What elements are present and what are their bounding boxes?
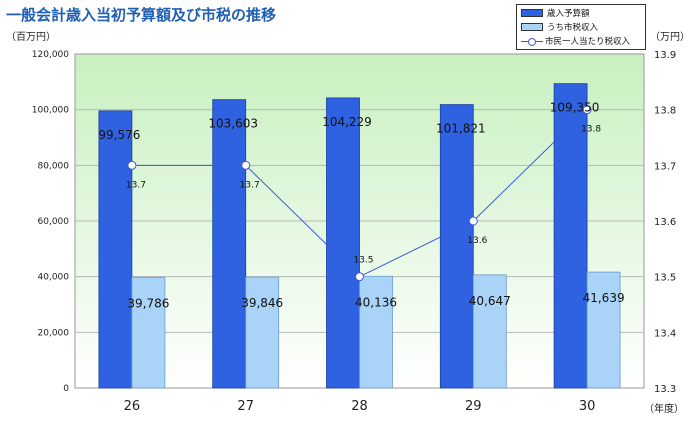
y-left-tick-label: 120,000 (32, 50, 69, 60)
per-capita-point (127, 160, 137, 170)
bar-tax (472, 274, 507, 389)
legend-swatch-tax (521, 23, 543, 31)
data-label-budget: 109,350 (550, 101, 600, 115)
y-right-tick-label: 13.9 (654, 50, 676, 61)
y-right-tick-label: 13.5 (654, 273, 676, 284)
y-right-tick-label: 13.7 (654, 161, 676, 172)
legend-label-tax: うち市税収入 (547, 23, 599, 33)
legend-label-per-capita: 市民一人当たり税収入 (545, 37, 631, 47)
data-label-tax: 41,639 (583, 291, 625, 305)
legend-item-budget: 歳入予算額 (521, 7, 590, 19)
data-label-tax: 39,786 (127, 296, 169, 310)
data-label-per-capita: 13.7 (126, 180, 146, 190)
legend-swatch-budget (521, 9, 543, 17)
legend-label-budget: 歳入予算額 (547, 9, 590, 19)
x-tick-label: 30 (579, 399, 596, 414)
y-right-tick-label: 13.8 (654, 106, 676, 117)
legend-swatch-per-capita (521, 37, 543, 46)
per-capita-point (241, 160, 251, 170)
y-left-tick-label: 80,000 (38, 161, 70, 171)
bar-tax (359, 275, 393, 389)
y-right-tick-label: 13.3 (654, 384, 676, 395)
data-label-per-capita: 13.8 (581, 125, 601, 135)
bar-budget (326, 97, 360, 389)
bar-budget (212, 99, 247, 389)
axes: 0 20,000 40,000 60,000 80,000 100,000 120,000 1… (32, 50, 676, 414)
per-capita-line (127, 105, 592, 282)
x-tick-label: 27 (237, 399, 254, 414)
bar-tax (131, 276, 166, 389)
data-label-budget: 99,576 (98, 128, 140, 142)
data-label-tax: 39,846 (241, 296, 283, 310)
bar-budget (98, 110, 133, 389)
chart-title: 一般会計歳入当初予算額及び市税の推移 (6, 6, 277, 24)
per-capita-point (582, 105, 592, 115)
bar-tax (245, 276, 280, 389)
y-left-tick-label: 0 (63, 384, 69, 394)
right-axis-unit: （万円） (650, 32, 690, 43)
y-left-tick-label: 20,000 (38, 328, 70, 338)
data-label-tax: 40,647 (469, 294, 511, 308)
y-left-tick-label: 100,000 (32, 106, 69, 116)
y-right-tick-label: 13.4 (654, 328, 676, 339)
data-label-per-capita: 13.7 (240, 180, 260, 190)
bar-tax (586, 271, 621, 389)
x-tick-label: 28 (351, 399, 368, 414)
bars (98, 83, 621, 389)
data-label-per-capita: 13.6 (467, 236, 487, 246)
left-axis-unit: （百万円） (6, 32, 56, 43)
data-label-budget: 104,229 (322, 115, 372, 129)
bar-budget (553, 83, 588, 389)
legend-item-tax: うち市税収入 (521, 21, 598, 33)
x-tick-label: 29 (465, 399, 482, 414)
data-labels: 99,576 39,786 103,603 39,846 104,229 40,136 10… (98, 101, 624, 311)
legend-item-per-capita: 市民一人当たり税収入 (521, 35, 630, 47)
legend: 歳入予算額 うち市税収入 市民一人当たり税収入 (516, 4, 646, 50)
x-tick-label: 26 (124, 399, 141, 414)
y-left-tick-label: 60,000 (38, 217, 70, 227)
y-left-tick-label: 40,000 (38, 273, 70, 283)
data-label-tax: 40,136 (355, 295, 397, 309)
x-axis-unit: （年度） (644, 404, 684, 415)
data-label-budget: 101,821 (436, 122, 486, 136)
data-label-budget: 103,603 (208, 117, 258, 131)
per-capita-point (468, 216, 478, 226)
bar-budget (439, 104, 474, 389)
y-right-tick-label: 13.6 (654, 217, 676, 228)
data-label-per-capita: 13.5 (353, 256, 373, 266)
per-capita-point (355, 272, 364, 282)
